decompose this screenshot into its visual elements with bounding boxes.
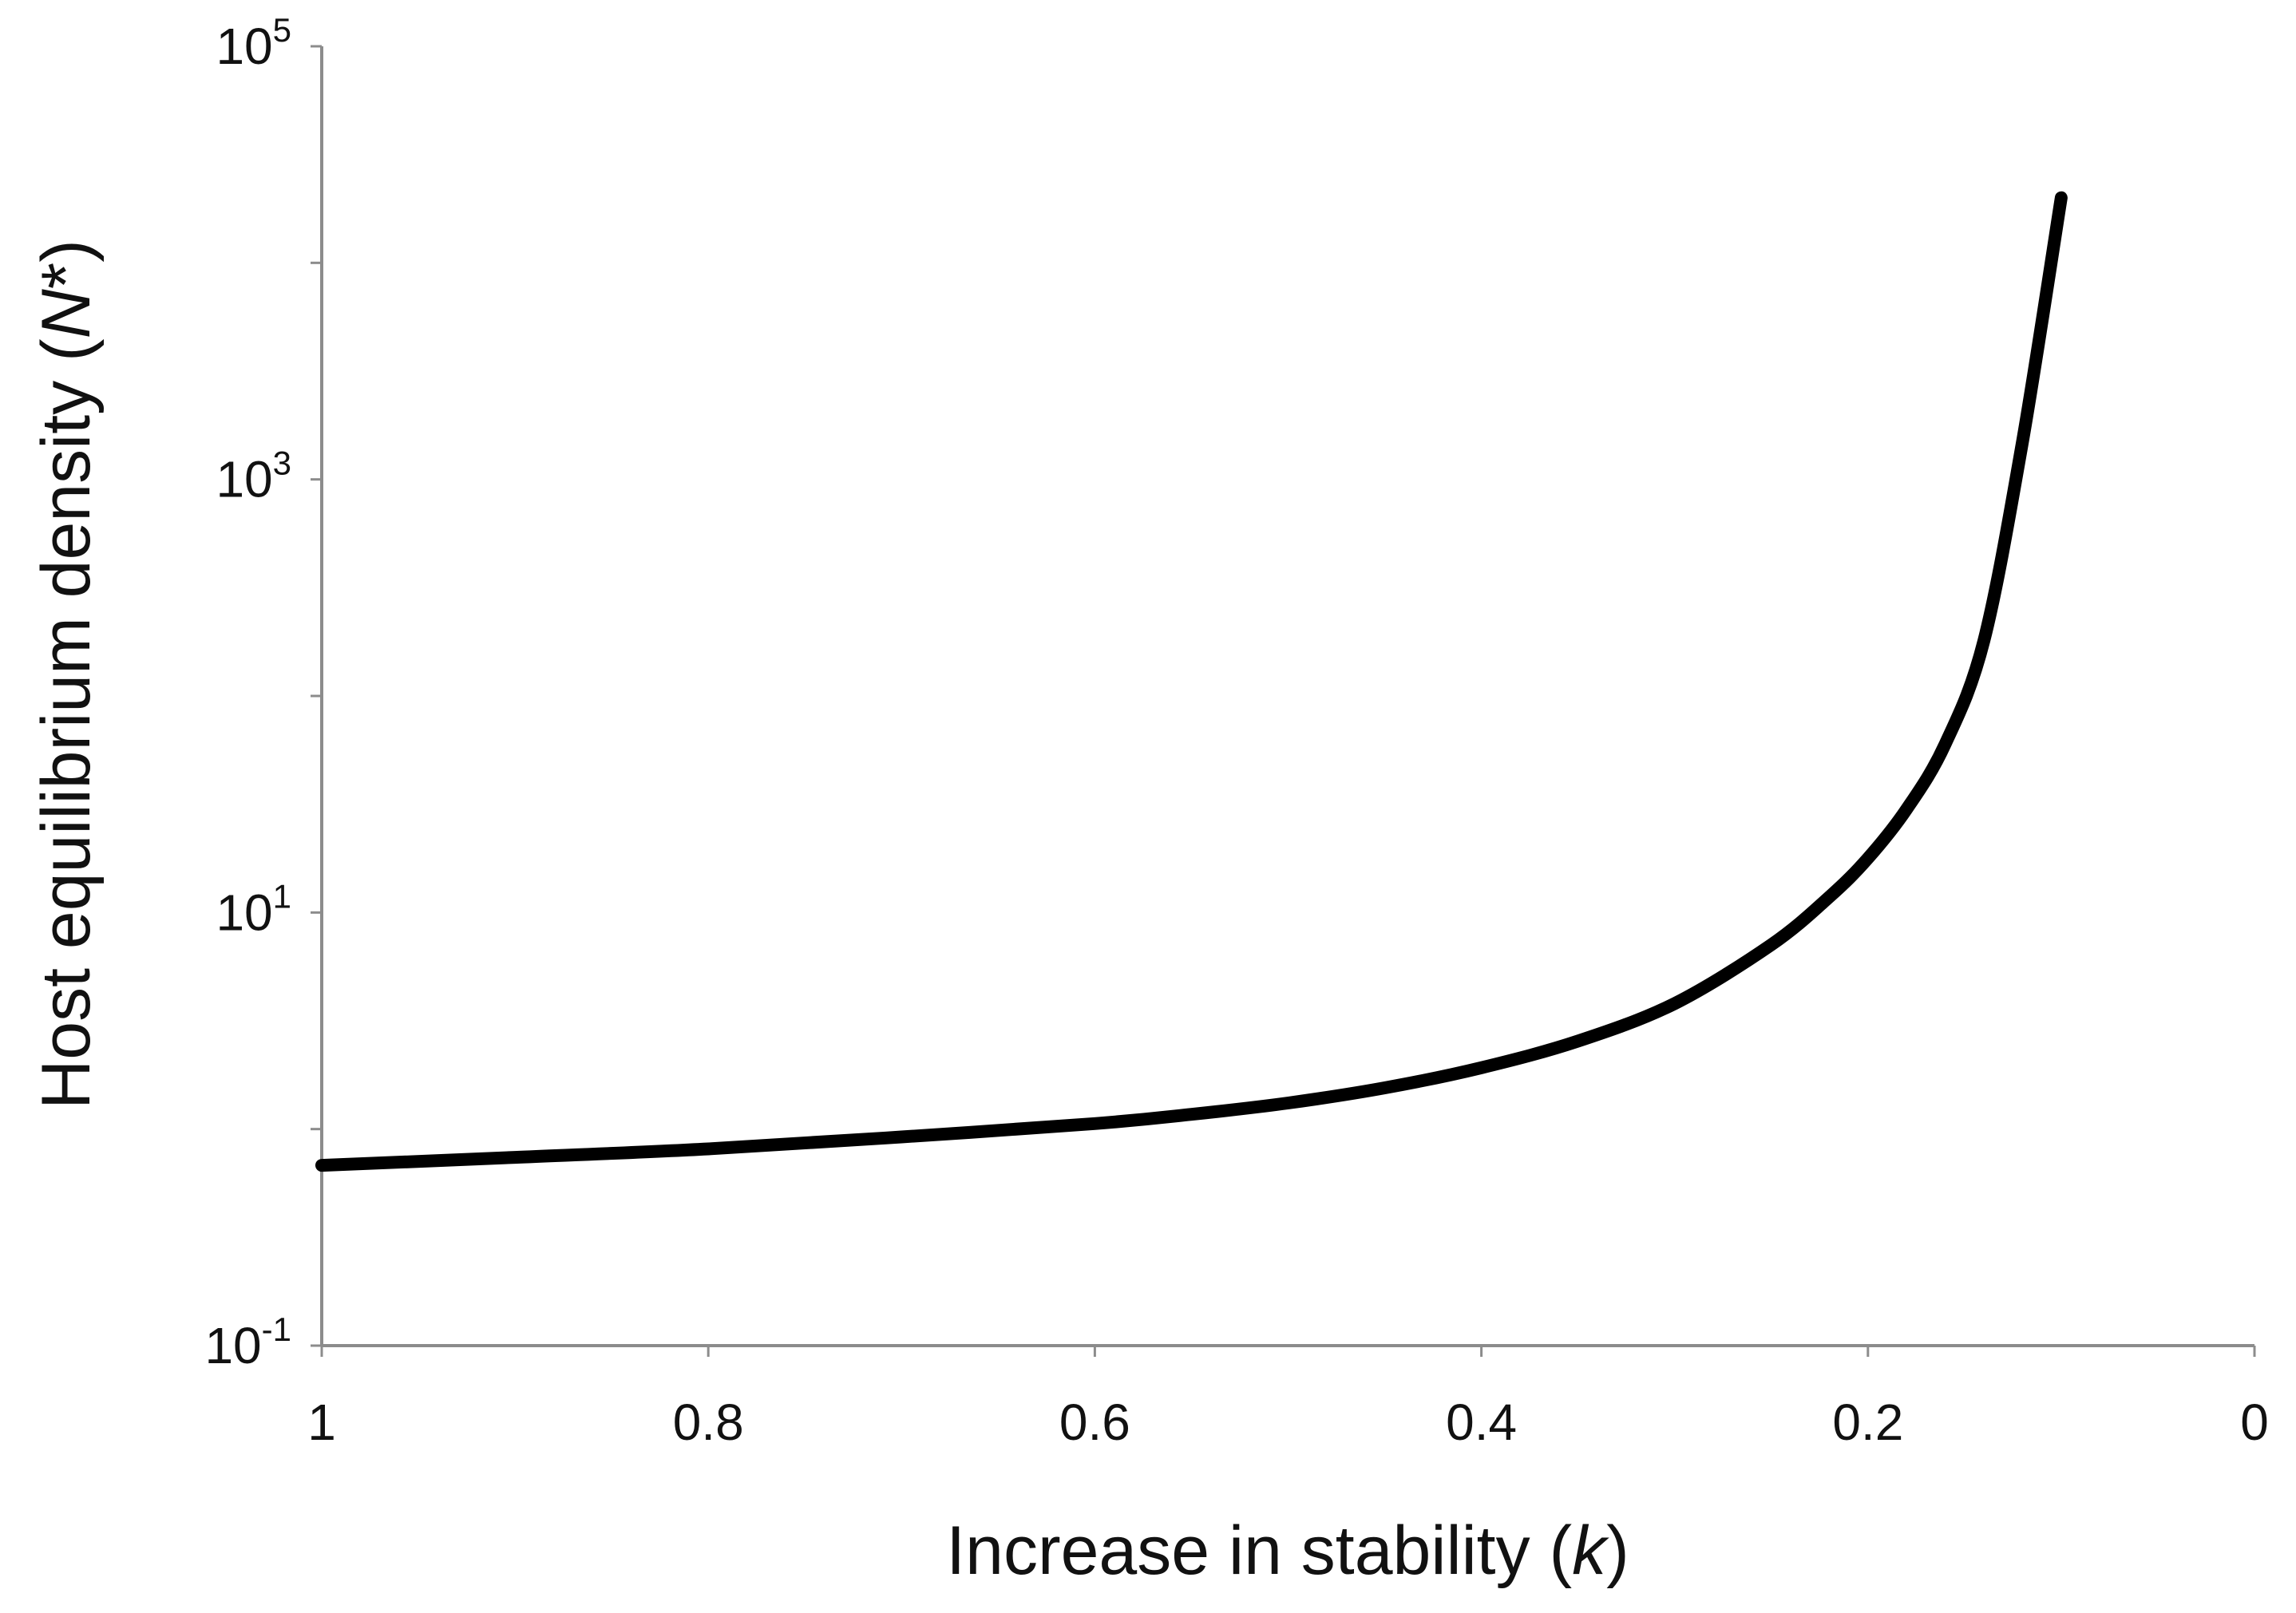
y-tick-label: 10-1 xyxy=(204,1311,291,1374)
y-axis-title: Host equilibrium density (N*) xyxy=(28,239,105,1109)
series-group xyxy=(315,191,2068,1172)
x-axis-title: Increase in stability (k) xyxy=(946,1512,1629,1589)
x-tick-label: 0.6 xyxy=(1059,1394,1130,1451)
x-tick-label: 1 xyxy=(307,1394,336,1451)
y-tick-label: 103 xyxy=(216,445,291,508)
y-tick-label: 101 xyxy=(216,877,291,941)
x-tick-label: 0.8 xyxy=(673,1394,744,1451)
x-tick-label: 0.2 xyxy=(1832,1394,1903,1451)
x-tick-label: 0 xyxy=(2240,1394,2269,1451)
x-ticks: 1 0.8 0.6 0.4 0.2 0 xyxy=(307,1346,2269,1451)
y-ticks: 10-1 103 101 105 xyxy=(204,11,322,1374)
series-line-n-star xyxy=(315,191,2068,1172)
y-tick-label: 105 xyxy=(216,11,291,75)
x-tick-label: 0.4 xyxy=(1446,1394,1517,1451)
